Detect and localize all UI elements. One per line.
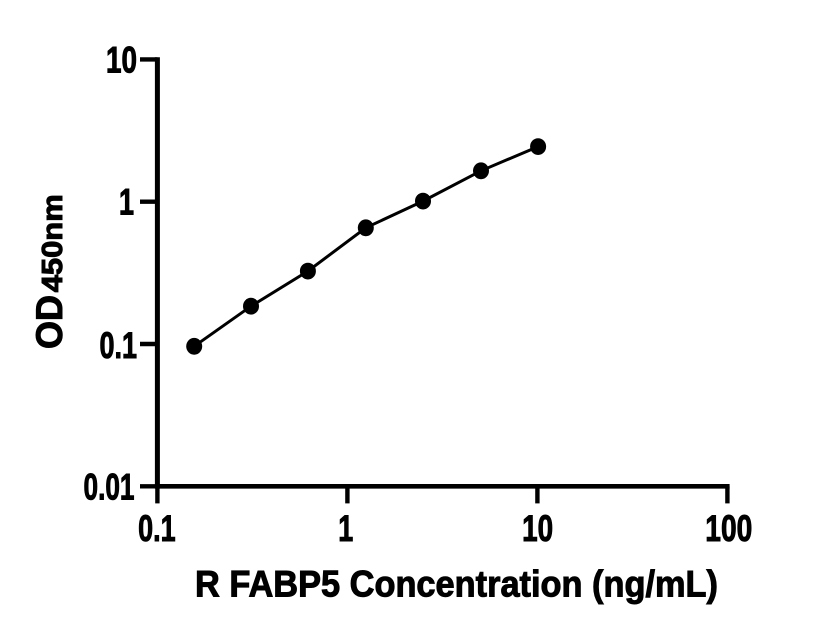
svg-text:0.1: 0.1 bbox=[100, 325, 138, 366]
svg-text:10: 10 bbox=[522, 508, 553, 549]
svg-text:100: 100 bbox=[705, 508, 752, 549]
svg-text:0.01: 0.01 bbox=[84, 467, 135, 508]
svg-text:OD: OD bbox=[29, 295, 70, 349]
svg-text:10: 10 bbox=[106, 40, 137, 81]
svg-text:1: 1 bbox=[119, 182, 134, 223]
svg-text:R FABP5 Concentration (ng/mL): R FABP5 Concentration (ng/mL) bbox=[195, 563, 718, 604]
svg-text:1: 1 bbox=[338, 508, 353, 549]
svg-text:450nm: 450nm bbox=[37, 194, 69, 292]
svg-text:0.1: 0.1 bbox=[138, 508, 176, 549]
